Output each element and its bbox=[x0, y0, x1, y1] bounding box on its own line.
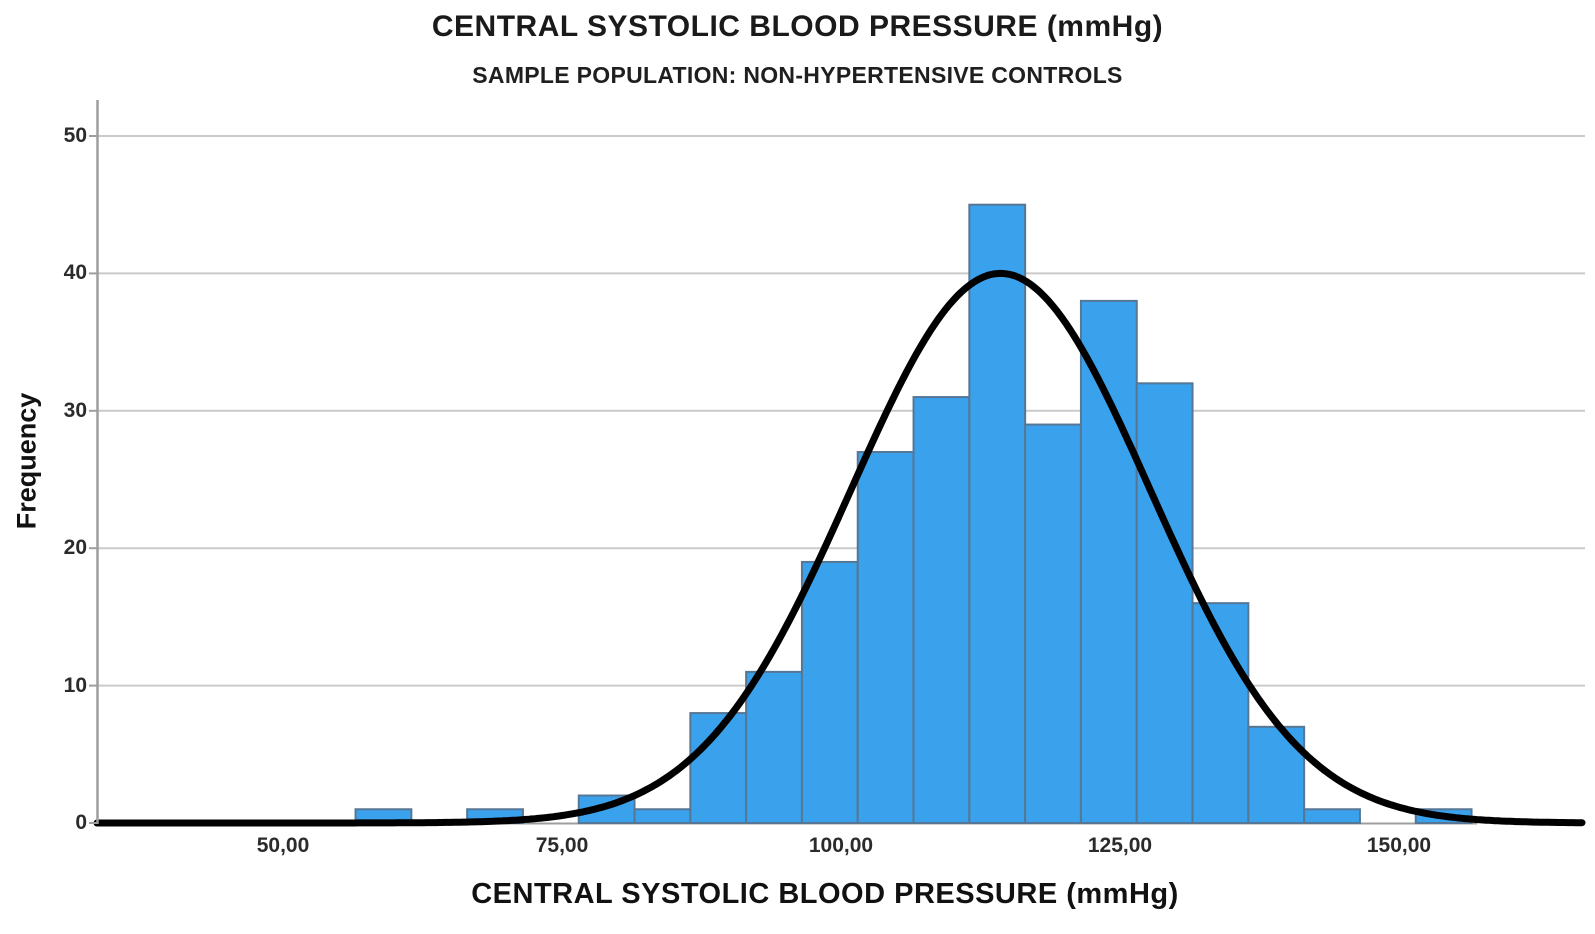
y-tick-label: 0 bbox=[75, 811, 87, 834]
histogram-bar bbox=[745, 670, 803, 824]
x-axis-title: CENTRAL SYSTOLIC BLOOD PRESSURE (mmHg) bbox=[471, 878, 1179, 910]
x-tick-label: 150,00 bbox=[1366, 834, 1432, 857]
histogram-bar bbox=[968, 203, 1027, 824]
histogram-bar bbox=[1024, 423, 1082, 824]
histogram-bar bbox=[800, 560, 859, 824]
chart-title: CENTRAL SYSTOLIC BLOOD PRESSURE (mmHg) bbox=[431, 10, 1164, 43]
histogram-bar bbox=[1191, 602, 1250, 824]
histogram-bar bbox=[912, 396, 971, 824]
x-tick-label: 125,00 bbox=[1087, 834, 1153, 857]
x-tick-label: 75,00 bbox=[535, 834, 589, 857]
x-tick-label: 100,00 bbox=[808, 834, 874, 857]
y-tick-label: 10 bbox=[63, 673, 87, 697]
x-tick-label: 50,00 bbox=[256, 834, 310, 857]
y-tick-label: 40 bbox=[63, 261, 87, 285]
y-tick-label: 50 bbox=[63, 124, 87, 147]
normal-curve bbox=[93, 269, 1586, 827]
histogram-bar bbox=[1135, 382, 1194, 824]
histogram-bar bbox=[1079, 299, 1138, 824]
y-tick-label: 30 bbox=[63, 398, 87, 422]
chart-subtitle: SAMPLE POPULATION: NON-HYPERTENSIVE CONT… bbox=[472, 62, 1123, 88]
histogram-bar bbox=[856, 451, 915, 824]
y-tick-label: 20 bbox=[63, 536, 87, 560]
histogram-bar bbox=[633, 808, 692, 825]
histogram-bar bbox=[1303, 808, 1361, 825]
